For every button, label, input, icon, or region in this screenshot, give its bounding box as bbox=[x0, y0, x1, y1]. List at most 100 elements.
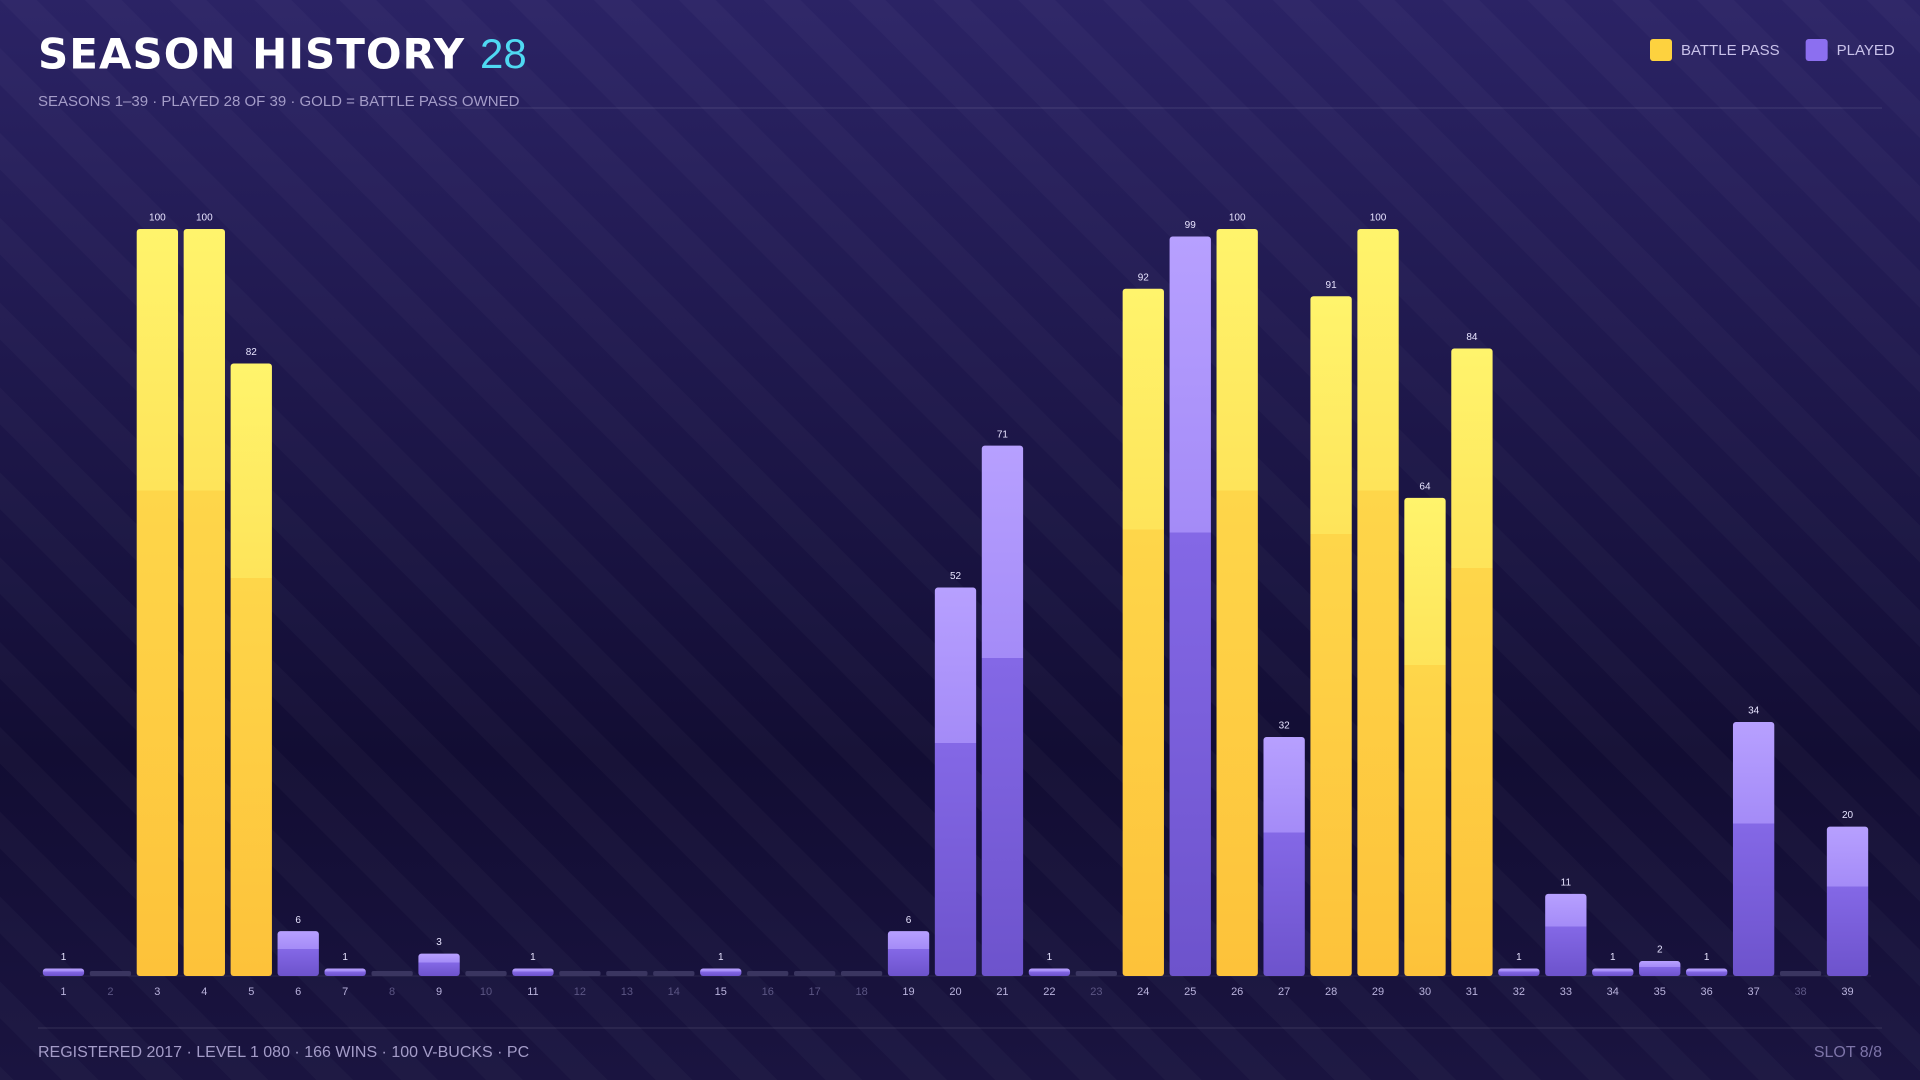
legend-label: BATTLE PASS bbox=[1681, 42, 1780, 59]
legend-label: PLAYED bbox=[1837, 42, 1895, 59]
x-tick-label: 22 bbox=[1043, 986, 1055, 998]
x-tick-label: 6 bbox=[295, 986, 301, 998]
x-tick-label: 2 bbox=[107, 986, 113, 998]
bar bbox=[277, 931, 319, 976]
unplayed-stub bbox=[465, 971, 507, 976]
data-label: 20 bbox=[1842, 810, 1854, 821]
unplayed-stub bbox=[840, 971, 883, 976]
x-tick-label: 3 bbox=[154, 986, 160, 998]
bar bbox=[1028, 968, 1071, 976]
data-label: 92 bbox=[1138, 272, 1150, 283]
bar bbox=[1498, 968, 1540, 976]
x-tick-label: 26 bbox=[1231, 986, 1243, 998]
unplayed-stub bbox=[371, 971, 413, 976]
x-tick-label: 24 bbox=[1137, 986, 1149, 998]
bar bbox=[1451, 348, 1493, 976]
footer-info: REGISTERED 2017 · LEVEL 1 080 · 166 WINS… bbox=[38, 1044, 529, 1061]
data-label: 82 bbox=[246, 347, 258, 358]
bar bbox=[1122, 288, 1164, 976]
data-label: 100 bbox=[196, 213, 213, 224]
x-tick-label: 39 bbox=[1841, 986, 1853, 998]
unplayed-stub bbox=[89, 971, 132, 976]
unplayed-stub bbox=[606, 971, 648, 976]
unplayed-stub bbox=[559, 971, 601, 976]
data-label: 6 bbox=[906, 915, 912, 926]
bar bbox=[1263, 736, 1305, 976]
bar bbox=[324, 968, 366, 976]
bar bbox=[887, 931, 930, 976]
data-label: 34 bbox=[1748, 706, 1760, 717]
x-tick-label: 9 bbox=[436, 986, 442, 998]
x-tick-label: 17 bbox=[809, 986, 821, 998]
legend-swatch bbox=[1805, 39, 1828, 61]
x-tick-label: 32 bbox=[1513, 986, 1525, 998]
data-label: 2 bbox=[1657, 945, 1663, 956]
bar bbox=[1545, 893, 1587, 976]
bar bbox=[1310, 296, 1352, 977]
data-label: 1 bbox=[1704, 952, 1710, 963]
chart-title: SEASON HISTORY bbox=[38, 30, 465, 79]
bar bbox=[418, 953, 460, 976]
x-tick-label: 35 bbox=[1654, 986, 1666, 998]
bar bbox=[136, 229, 179, 976]
data-label: 52 bbox=[950, 571, 962, 582]
x-tick-label: 23 bbox=[1090, 986, 1102, 998]
bar bbox=[1216, 229, 1258, 976]
x-tick-label: 31 bbox=[1466, 986, 1478, 998]
bar bbox=[1686, 968, 1728, 976]
x-tick-label: 7 bbox=[342, 986, 348, 998]
data-label: 100 bbox=[1229, 213, 1246, 224]
data-label: 1 bbox=[1047, 952, 1053, 963]
data-label: 71 bbox=[997, 429, 1009, 440]
x-tick-label: 19 bbox=[902, 986, 914, 998]
bar bbox=[981, 445, 1024, 976]
x-tick-label: 38 bbox=[1794, 986, 1806, 998]
bar bbox=[1169, 236, 1211, 977]
bar bbox=[183, 229, 225, 976]
x-tick-label: 30 bbox=[1419, 986, 1431, 998]
bar bbox=[1826, 826, 1869, 976]
x-tick-label: 12 bbox=[574, 986, 586, 998]
data-label: 91 bbox=[1326, 280, 1338, 291]
x-tick-label: 13 bbox=[621, 986, 633, 998]
bar bbox=[1357, 229, 1399, 976]
bar bbox=[1639, 961, 1681, 976]
unplayed-stub bbox=[793, 971, 836, 976]
bar bbox=[700, 968, 742, 976]
unplayed-stub bbox=[653, 971, 695, 976]
x-tick-label: 36 bbox=[1701, 986, 1713, 998]
slot-label: SLOT 8/8 bbox=[1814, 1044, 1882, 1061]
x-tick-label: 18 bbox=[855, 986, 867, 998]
x-tick-label: 27 bbox=[1278, 986, 1290, 998]
legend-swatch bbox=[1650, 39, 1672, 61]
data-label: 100 bbox=[149, 213, 166, 224]
bar bbox=[230, 363, 272, 977]
bar bbox=[512, 968, 554, 976]
data-label: 1 bbox=[1516, 952, 1522, 963]
x-tick-label: 14 bbox=[668, 986, 680, 998]
x-tick-label: 15 bbox=[715, 986, 727, 998]
x-tick-label: 10 bbox=[480, 986, 492, 998]
bar bbox=[42, 968, 85, 976]
x-tick-label: 4 bbox=[201, 986, 207, 998]
legend: BATTLE PASS PLAYED bbox=[1650, 39, 1895, 61]
data-label: 84 bbox=[1466, 332, 1478, 343]
x-tick-label: 25 bbox=[1184, 986, 1196, 998]
x-tick-label: 1 bbox=[60, 986, 66, 998]
bar bbox=[934, 587, 977, 976]
data-label: 11 bbox=[1561, 877, 1572, 888]
x-tick-label: 33 bbox=[1560, 986, 1572, 998]
subtitle: SEASONS 1–39 · PLAYED 28 OF 39 · GOLD = … bbox=[38, 93, 520, 110]
data-label: 3 bbox=[436, 937, 442, 948]
x-tick-label: 28 bbox=[1325, 986, 1337, 998]
unplayed-stub bbox=[1779, 971, 1822, 976]
data-label: 100 bbox=[1370, 213, 1387, 224]
data-label: 64 bbox=[1419, 482, 1431, 493]
x-tick-label: 37 bbox=[1748, 986, 1760, 998]
data-label: 1 bbox=[530, 952, 536, 963]
unplayed-stub bbox=[1075, 971, 1118, 976]
bar bbox=[1404, 497, 1446, 976]
unplayed-stub bbox=[747, 971, 789, 976]
